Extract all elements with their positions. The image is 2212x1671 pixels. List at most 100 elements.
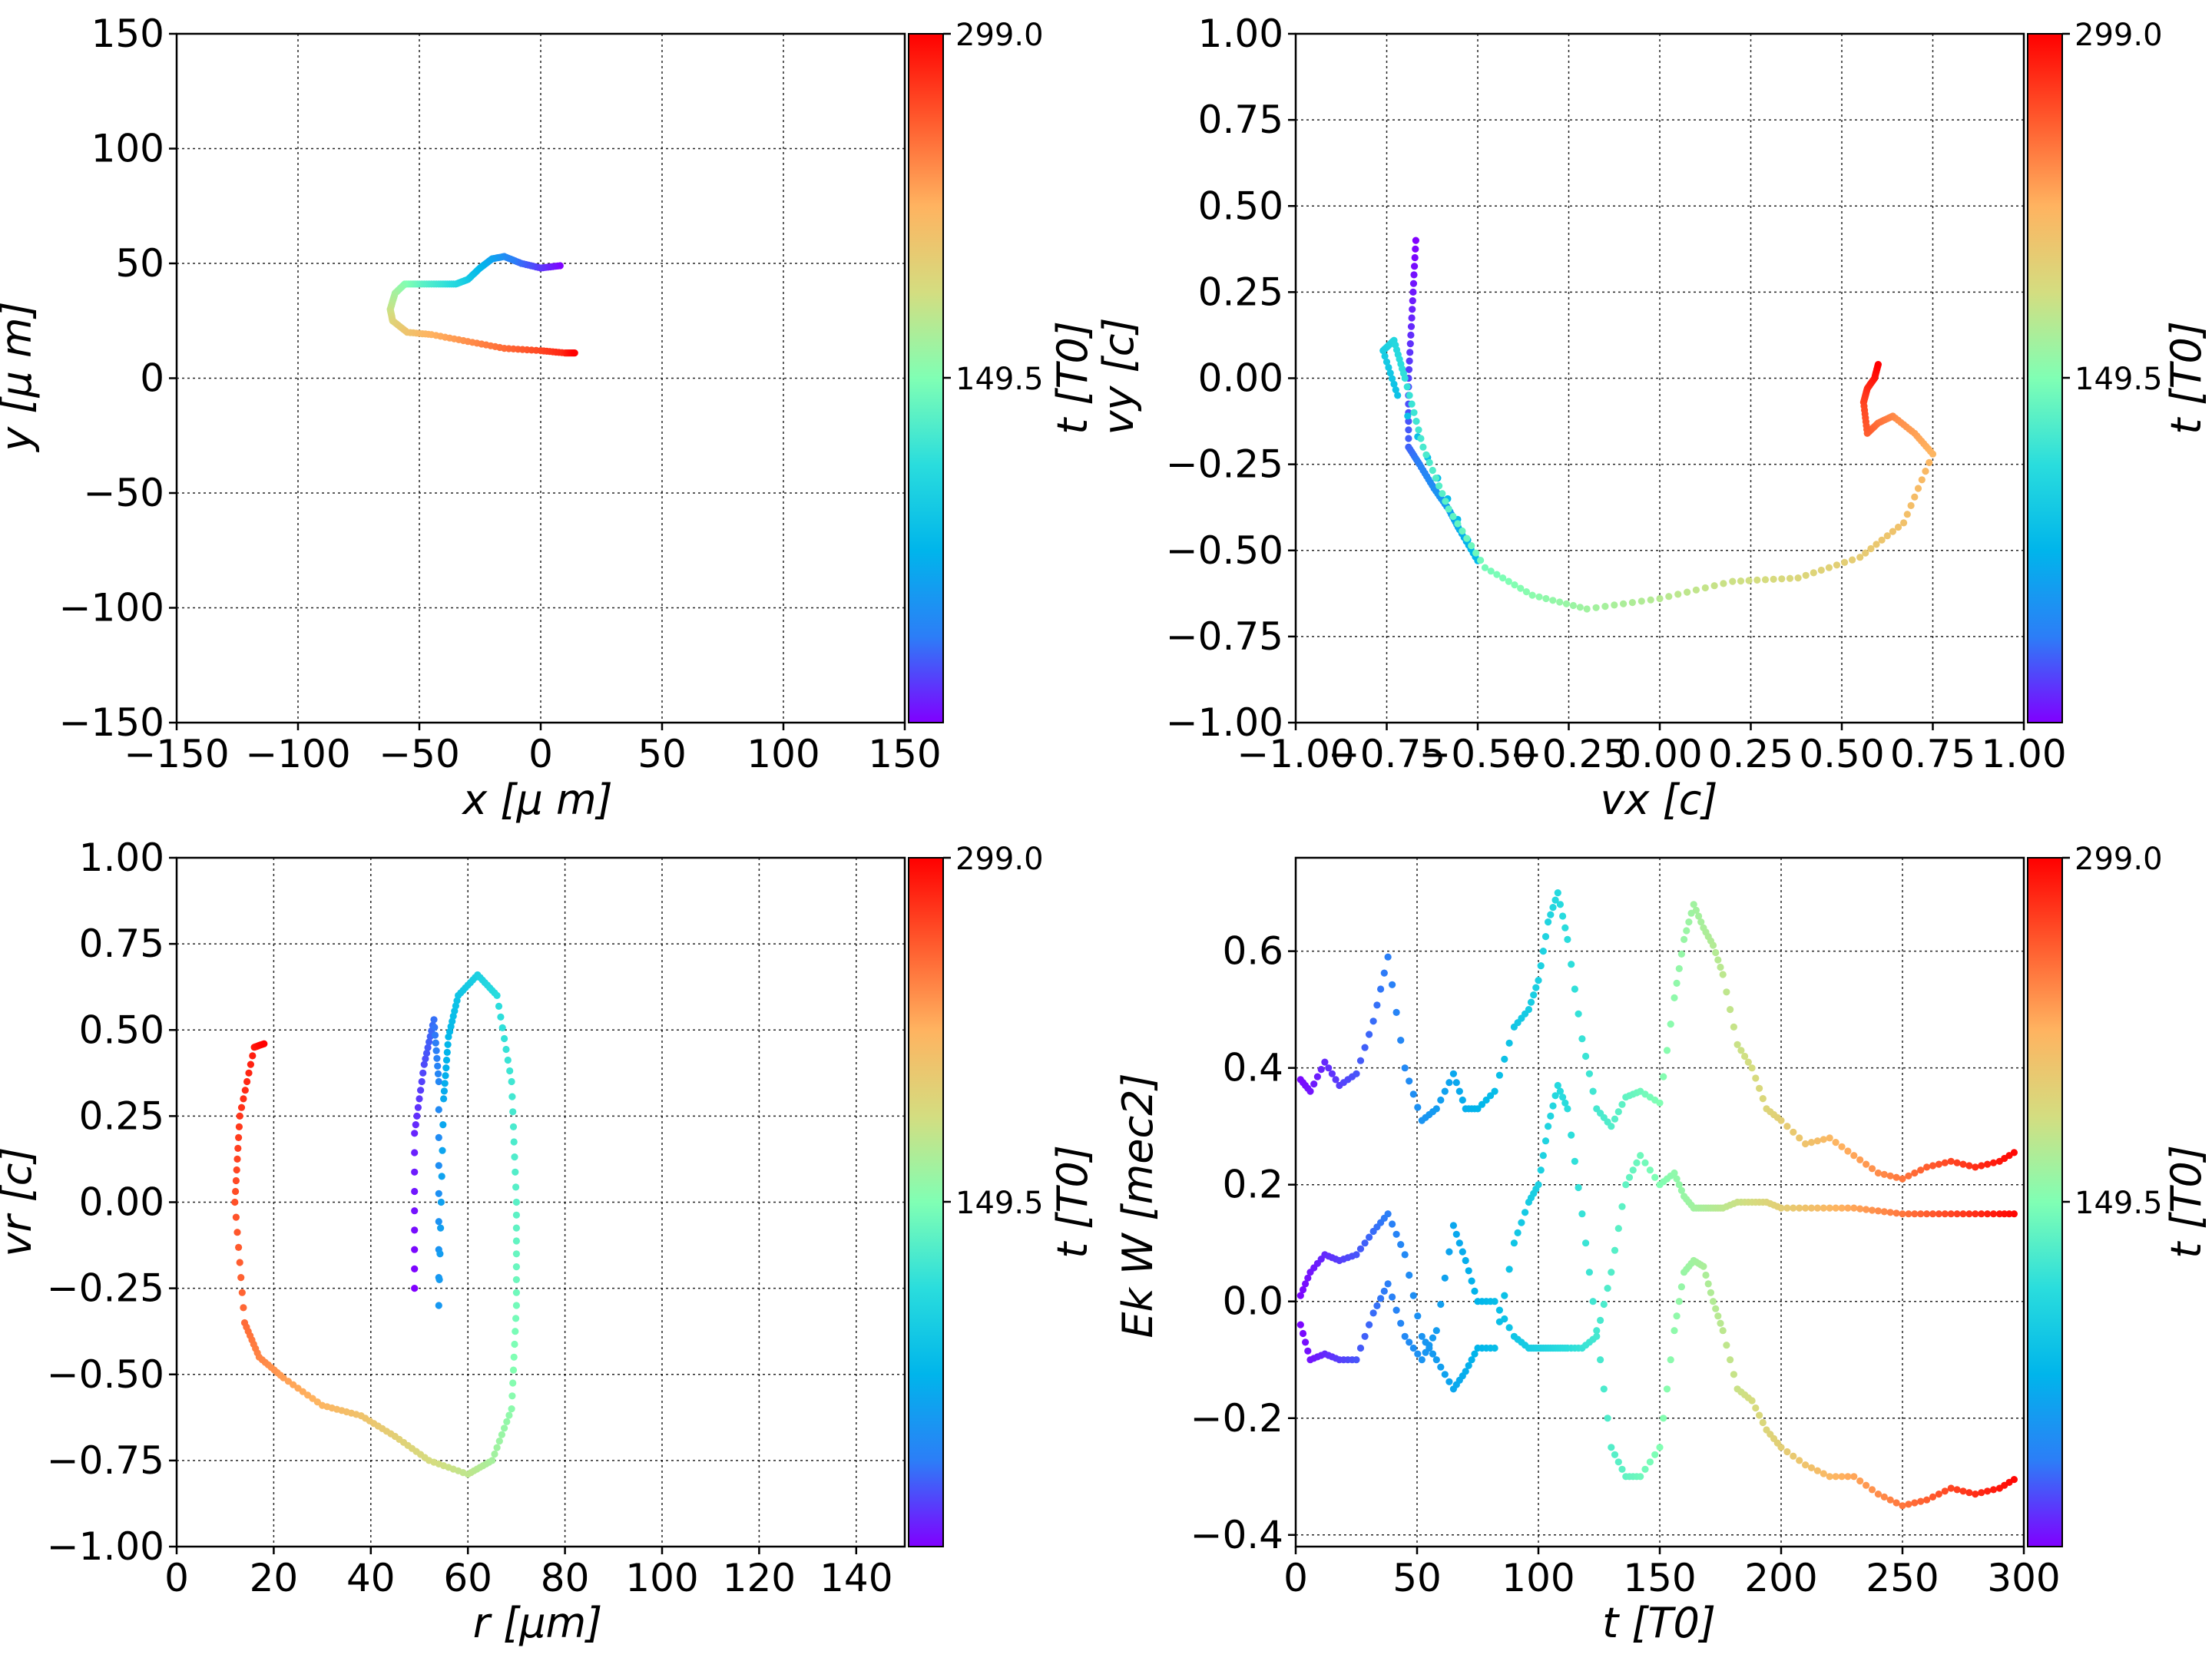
panel-vxvy-point-116 <box>1463 534 1471 542</box>
panel-rvr-point-109 <box>509 1366 518 1374</box>
panel-ek-point-322 <box>1790 1452 1797 1460</box>
panel-ek-point-31 <box>1414 1104 1422 1111</box>
panel-rvr-point-55 <box>444 1041 452 1048</box>
panel-xy-xtick-label-1: −100 <box>245 732 350 776</box>
panel-vxvy-point-122 <box>1493 571 1501 578</box>
panel-ek-point-140 <box>1777 1117 1785 1124</box>
panel-vxvy-point-141 <box>1628 599 1636 607</box>
panel-vxvy-point-23 <box>1405 435 1412 442</box>
panel-vxvy-point-119 <box>1477 557 1485 564</box>
panel-ek-point-120 <box>1709 941 1717 949</box>
panel-ek-point-400 <box>1449 1222 1457 1229</box>
panel-vxvy-point-4 <box>1410 271 1418 279</box>
panel-vxvy-point-134 <box>1569 601 1577 610</box>
panel-ek-point-165 <box>1929 1162 1937 1170</box>
panel-vxvy-point-99 <box>1408 400 1416 408</box>
panel-ek-axes: 0 50 100 150 200 250 300 −0.4 −0.2 0.0 0.2 0.4 0.6 <box>1190 856 2061 1600</box>
panel-vxvy-point-180 <box>1914 485 1922 492</box>
panel-ek-point-507 <box>1820 1204 1827 1212</box>
panel-ek-point-332 <box>1850 1473 1858 1481</box>
panel-ek-point-348 <box>1947 1484 1955 1492</box>
panel-rvr-point-113 <box>505 1411 513 1419</box>
panel-vxvy-point-140 <box>1620 600 1628 607</box>
panel-ek-point-388 <box>1401 1332 1409 1340</box>
panel-ek-point-197 <box>1356 1245 1365 1252</box>
panel-rvr-point-100 <box>512 1250 521 1258</box>
panel-ek-point-65 <box>1537 962 1545 970</box>
panel-ek-point-125 <box>1723 988 1730 996</box>
panel-xy-axes: −150 −100 −50 0 50 100 150 −150 −100 −50 0 50 100 150 <box>59 12 942 776</box>
panel-ek-point-144 <box>1802 1140 1810 1148</box>
panel-ek-point-516 <box>1874 1207 1882 1215</box>
panel-xy-xtick-label-5: 100 <box>747 732 820 776</box>
panel-ek-ytick-label-3: 0.2 <box>1222 1163 1283 1207</box>
panel-vxvy-point-11 <box>1407 331 1415 339</box>
panel-ek-colorbar <box>2027 857 2063 1547</box>
panel-ek-point-278 <box>1646 1458 1654 1466</box>
panel-ek-point-225 <box>1465 1362 1472 1369</box>
panel-vxvy-point-117 <box>1468 542 1475 550</box>
panel-ek-point-511 <box>1844 1204 1852 1212</box>
panel-ek-point-300 <box>1709 1298 1717 1305</box>
panel-ek-point-247 <box>1541 1137 1550 1145</box>
panel-rvr-point-43 <box>437 1224 445 1232</box>
panel-ek-ylabel: Ek W [mec2] <box>1114 1073 1162 1338</box>
panel-vxvy-point-165 <box>1833 561 1841 569</box>
panel-rvr-point-107 <box>511 1340 518 1348</box>
panel-ek-point-5 <box>1310 1080 1318 1088</box>
panel-vxvy-point-150 <box>1710 582 1718 590</box>
panel-ek-point-78 <box>1571 985 1578 993</box>
panel-vxvy-point-21 <box>1405 418 1412 425</box>
panel-rvr-point-4 <box>411 1207 419 1215</box>
panel-rvr-point-184 <box>240 1319 249 1327</box>
panel-ek-point-501 <box>1783 1204 1791 1212</box>
panel-vxvy-point-168 <box>1856 554 1864 561</box>
panel-ek-point-343 <box>1917 1497 1925 1505</box>
panel-rvr-point-189 <box>235 1243 243 1251</box>
panel-ek-ytick-label-2: 0.0 <box>1222 1279 1283 1324</box>
panel-vxvy-point-104 <box>1419 443 1427 451</box>
panel-rvr-point-87 <box>506 1067 514 1075</box>
panel-rvr-point-32 <box>435 1077 442 1086</box>
panel-ek-point-18 <box>1361 1044 1369 1051</box>
panel-ek-point-9 <box>1325 1064 1333 1072</box>
panel-ek-point-325 <box>1807 1464 1816 1471</box>
panel-ek-point-517 <box>1880 1208 1888 1216</box>
panel-rvr-ytick-label-0: −1.00 <box>47 1524 164 1569</box>
panel-rvr-point-10 <box>413 1112 421 1120</box>
panel-ek-point-536 <box>1995 1210 2003 1218</box>
panel-ek-point-55 <box>1505 1039 1513 1047</box>
panel-rvr-colorbar-label: t [T0] <box>1048 1145 1097 1259</box>
panel-ek-point-503 <box>1796 1204 1803 1212</box>
panel-ek-point-396 <box>1432 1327 1440 1335</box>
panel-ek-point-77 <box>1568 961 1575 968</box>
panel-rvr-point-116 <box>498 1431 506 1438</box>
panel-rvr-point-108 <box>510 1353 518 1361</box>
panel-ek-point-538 <box>2005 1210 2013 1218</box>
panel-vxvy-point-158 <box>1778 575 1786 583</box>
panel-rvr-point-7 <box>411 1149 419 1156</box>
panel-rvr-point-26 <box>431 1031 439 1039</box>
panel-rvr-frame <box>175 856 906 1548</box>
panel-ek-point-392 <box>1418 1356 1426 1364</box>
panel-ek-point-113 <box>1692 906 1700 914</box>
panel-ek-point-512 <box>1850 1204 1858 1212</box>
panel-ek-point-447 <box>1604 1285 1611 1292</box>
panel-ek-point-533 <box>1978 1210 1985 1218</box>
panel-vxvy-point-135 <box>1576 604 1584 611</box>
panel-vxvy-point-156 <box>1761 576 1770 584</box>
panel-vxvy-point-171 <box>1873 541 1880 548</box>
panel-vxvy-colorbar-label: t [T0] <box>2162 321 2210 435</box>
panel-vxvy-point-124 <box>1505 577 1512 585</box>
panel-ek-point-68 <box>1545 918 1552 926</box>
panel-rvr-point-201 <box>237 1104 246 1111</box>
panel-ek-point-135 <box>1759 1095 1767 1103</box>
panel-rvr-xtick-label-7: 140 <box>820 1556 892 1600</box>
panel-ek-point-333 <box>1856 1477 1864 1485</box>
panel-rvr-point-95 <box>512 1183 520 1191</box>
panel-rvr-point-46 <box>439 1147 446 1154</box>
panel-ek-point-170 <box>1959 1160 1967 1168</box>
panel-ek-point-341 <box>1905 1501 1912 1508</box>
panel-ek-point-24 <box>1384 953 1392 961</box>
